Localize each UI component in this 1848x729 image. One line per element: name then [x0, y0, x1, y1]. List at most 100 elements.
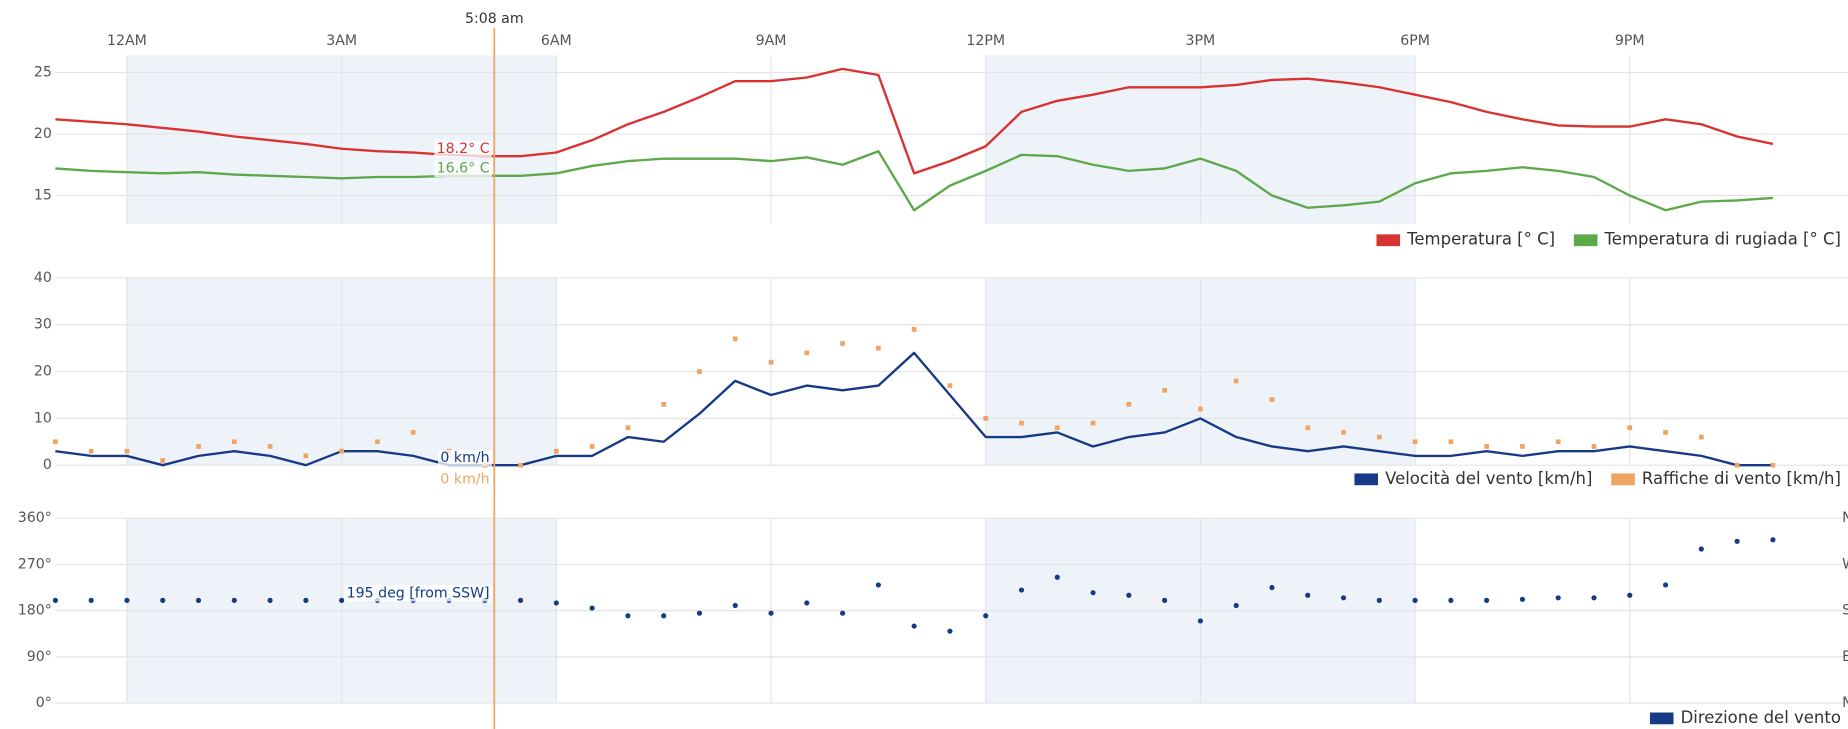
- point: [1520, 444, 1525, 449]
- point: [1770, 537, 1776, 543]
- point: [1555, 439, 1561, 445]
- cursor-label: 0 km/h: [440, 450, 489, 466]
- point: [589, 605, 595, 611]
- y-tick-label: 10: [34, 410, 52, 426]
- point: [1698, 434, 1704, 440]
- point: [339, 448, 345, 454]
- point: [375, 439, 380, 445]
- point: [1448, 439, 1454, 445]
- point: [518, 462, 523, 468]
- x-tick-label: 6PM: [1400, 33, 1430, 49]
- legend-label: Raffiche di vento [km/h]: [1642, 469, 1841, 488]
- point: [124, 448, 130, 454]
- point: [732, 336, 738, 342]
- y-tick-label: 20: [34, 364, 52, 380]
- point: [1412, 439, 1418, 445]
- point: [1663, 430, 1668, 435]
- point: [1341, 430, 1346, 435]
- point: [696, 610, 703, 616]
- legend-swatch: [1649, 712, 1674, 725]
- point: [339, 597, 345, 603]
- point: [553, 600, 559, 606]
- y-tick-label: 360°: [18, 510, 52, 526]
- point: [517, 597, 524, 603]
- point: [804, 350, 810, 356]
- cursor-label-bg: [438, 449, 492, 467]
- point: [410, 430, 416, 435]
- x-tick-label: 9PM: [1615, 33, 1645, 49]
- cursor-label-bg: [344, 585, 492, 602]
- point: [839, 610, 846, 616]
- series-line: [55, 150, 1774, 212]
- point: [732, 602, 738, 609]
- point: [840, 341, 845, 346]
- point: [303, 453, 309, 459]
- y2-tick-label: W: [1842, 556, 1848, 572]
- y-tick-label: 0°: [36, 695, 52, 711]
- point: [1305, 592, 1311, 598]
- y2-tick-label: E: [1842, 649, 1848, 665]
- point: [1269, 584, 1275, 591]
- point: [231, 597, 237, 603]
- cursor-label: 16.6° C: [437, 161, 490, 177]
- point: [231, 439, 237, 445]
- point: [1126, 592, 1132, 598]
- x-tick-label: 12AM: [107, 33, 147, 49]
- y-tick-label: 25: [34, 65, 52, 81]
- point: [768, 359, 774, 365]
- cursor-label: 18.2° C: [437, 141, 490, 157]
- point: [625, 425, 631, 431]
- point: [911, 327, 917, 332]
- point: [1627, 592, 1633, 598]
- point: [1484, 444, 1490, 449]
- point: [1770, 462, 1776, 468]
- y-tick-label: 90°: [27, 649, 52, 665]
- point: [947, 628, 953, 634]
- point: [1484, 597, 1490, 603]
- point: [1376, 597, 1382, 603]
- x-tick-label: 3AM: [326, 33, 357, 49]
- legend-swatch: [1354, 473, 1379, 486]
- legend-label: Velocità del vento [km/h]: [1385, 469, 1592, 488]
- point: [947, 383, 953, 388]
- cursor-label: 0 km/h: [440, 471, 489, 487]
- point: [1340, 595, 1347, 601]
- point: [1126, 401, 1132, 407]
- y-tick-label: 0: [43, 457, 52, 473]
- point: [1305, 425, 1311, 431]
- cursor-label: 195 deg [from SSW]: [347, 585, 490, 601]
- point: [625, 613, 631, 619]
- legend-swatch: [1611, 473, 1635, 486]
- point: [1233, 602, 1239, 609]
- y2-tick-label: N: [1842, 510, 1848, 526]
- y-tick-label: 15: [34, 187, 52, 203]
- point: [88, 597, 94, 603]
- point: [1233, 378, 1239, 384]
- cursor-time: 5:08 am: [465, 11, 524, 27]
- point: [1627, 425, 1633, 431]
- point: [1734, 538, 1740, 544]
- y-tick-label: 30: [34, 317, 52, 333]
- point: [1591, 444, 1597, 449]
- y-tick-label: 20: [34, 126, 52, 142]
- x-tick-label: 6AM: [541, 33, 572, 49]
- point: [983, 416, 989, 421]
- point: [267, 444, 273, 449]
- point: [1197, 618, 1203, 624]
- x-tick-label: 3PM: [1186, 33, 1216, 49]
- point: [303, 597, 309, 603]
- legend-label: Temperatura di rugiada [° C]: [1604, 230, 1841, 249]
- point: [697, 369, 702, 374]
- point: [1162, 387, 1167, 393]
- series-line: [55, 67, 1774, 175]
- y-tick-label: 180°: [18, 603, 52, 619]
- point: [196, 444, 201, 449]
- point: [804, 600, 810, 606]
- point: [1412, 597, 1418, 603]
- cursor-label-bg: [434, 140, 492, 158]
- legend-swatch: [1376, 234, 1401, 247]
- point: [1090, 420, 1096, 426]
- point: [876, 345, 881, 351]
